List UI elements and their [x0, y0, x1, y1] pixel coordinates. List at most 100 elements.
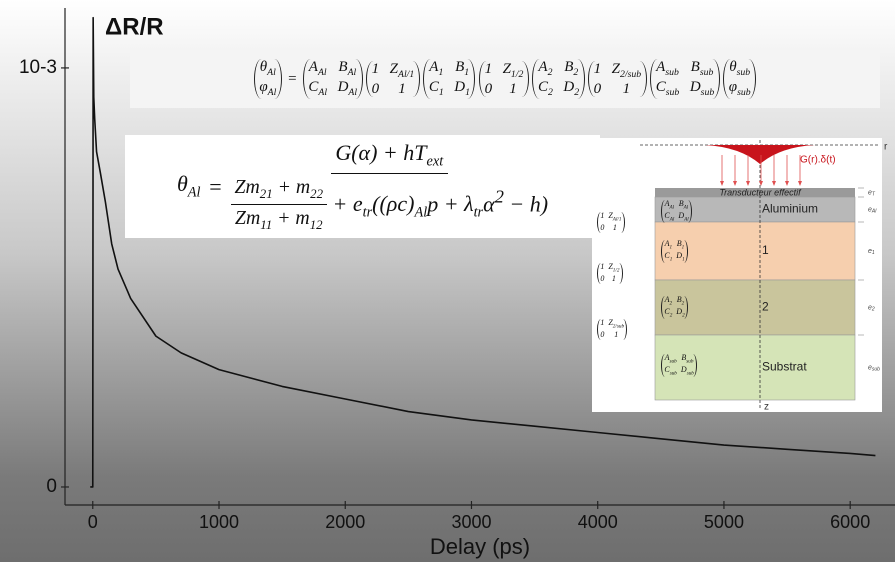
- matrix: A1 B1 C1 D1: [660, 239, 689, 264]
- r-axis-label: r: [884, 142, 888, 153]
- thickness-base: e: [868, 189, 872, 196]
- transducer-label: Transducteur effectif: [719, 187, 802, 197]
- math-cell: A1: [429, 59, 444, 79]
- layer: [654, 221, 856, 281]
- math-cell: 1: [371, 60, 380, 77]
- math-cell: C1: [429, 79, 444, 99]
- math-cell: AAl: [664, 199, 675, 211]
- math-base: A: [656, 58, 666, 75]
- matrix: A2 B2 C2 D2: [660, 295, 689, 320]
- math-cell: θAl: [259, 59, 276, 79]
- z-axis-label: z: [764, 402, 769, 413]
- math-base: D: [676, 250, 683, 260]
- heat-arrow-head: [772, 181, 776, 186]
- heat-arrow-head: [759, 181, 763, 186]
- fraction: G(α) + hText Zm21 + m22 Zm11 + m12 + etr((…: [230, 140, 549, 233]
- math-subscript: 2: [681, 300, 685, 307]
- math-cell: DAl: [678, 211, 688, 223]
- math-cell: C2: [538, 79, 553, 99]
- math-base: C: [664, 306, 670, 316]
- math-cell: Asub: [656, 59, 680, 79]
- matrix: 1 Z1/2 0 1: [596, 262, 623, 284]
- math-base: T: [414, 140, 427, 166]
- math-subscript: Al: [317, 66, 327, 78]
- math-subscript: 2: [547, 66, 553, 78]
- math-cell: (: [372, 191, 380, 217]
- math-base: C: [664, 250, 670, 260]
- inner-fraction: Zm21 + m22 Zm11 + m12: [230, 175, 327, 233]
- math-cell: A2: [538, 59, 553, 79]
- thickness-base: e: [868, 248, 872, 255]
- math-subscript: Al: [683, 204, 689, 211]
- matrix: AAl BAl CAl DAl: [660, 199, 693, 224]
- math-cell: Z1/2: [608, 262, 619, 274]
- inner-numerator: Zm21 + m22: [230, 175, 327, 205]
- math-cell: 1: [600, 262, 605, 271]
- math-base: A: [538, 58, 548, 75]
- math-base: θ: [729, 58, 737, 75]
- math-base: e: [352, 191, 363, 217]
- math-base: Z: [608, 262, 613, 271]
- heat-arrow-head: [798, 181, 802, 186]
- math-base: B: [676, 239, 682, 248]
- math-cell: +: [326, 191, 353, 217]
- heat-equation: θAl = G(α) + hText Zm21 + m22 Zm11 + m12 + e…: [125, 135, 600, 238]
- math-base: A: [664, 353, 670, 362]
- math-cell: BAl: [678, 199, 689, 211]
- x-tick-label: 4000: [578, 512, 618, 532]
- data-line: [90, 16, 876, 488]
- matrix: Asub Bsub Csub Dsub: [650, 58, 720, 100]
- math-base: B: [338, 58, 348, 75]
- math-cell: D2: [563, 79, 579, 99]
- thickness-base: e: [868, 304, 872, 311]
- math-cell: λtr: [464, 191, 483, 220]
- thickness-label: e1: [868, 248, 875, 256]
- math-subscript: 1: [438, 66, 444, 78]
- math-base: C: [655, 79, 666, 96]
- thickness-subscript: Al: [871, 209, 877, 215]
- math-subscript: 22: [310, 186, 324, 201]
- math-base: D: [454, 79, 466, 96]
- matrix: 1 ZAl/1 0 1: [596, 211, 625, 233]
- math-cell: − h): [503, 191, 549, 217]
- math-cell: Dsub: [690, 79, 714, 99]
- thickness-base: e: [868, 364, 872, 371]
- math-cell: φAl: [259, 79, 276, 99]
- math-subscript: 2/sub: [620, 68, 642, 80]
- math-base: A: [664, 295, 670, 304]
- numerator: G(α) + hText: [330, 140, 448, 174]
- math-cell: C2: [664, 306, 672, 319]
- matrix: AAl BAl CAl DAl: [302, 58, 363, 100]
- denominator: Zm21 + m22 Zm11 + m12 + etr((ρc)Alp + λtr…: [230, 174, 549, 233]
- math-cell: p +: [427, 191, 465, 217]
- thickness-subscript: 1: [872, 250, 875, 256]
- math-cell: B2: [676, 295, 685, 307]
- math-subscript: sub: [699, 66, 714, 78]
- math-cell: Z2/sub: [608, 318, 624, 330]
- math-subscript: sub: [737, 87, 751, 99]
- gaussian-source: [705, 145, 815, 164]
- math-cell: 1: [600, 318, 605, 327]
- math-subscript: Al/1: [398, 68, 415, 80]
- math-base: m: [245, 175, 260, 198]
- math-cell: Csub: [656, 79, 680, 99]
- source-label: G(r).δ(t): [800, 155, 836, 166]
- math-base: λ: [464, 191, 474, 217]
- x-tick-label: 2000: [325, 512, 365, 532]
- layer-matrix: Asub Bsub Csub Dsub: [660, 353, 698, 378]
- math-subscript: Al: [669, 204, 675, 211]
- math-subscript: 21: [259, 186, 273, 201]
- layer-matrix: A2 B2 C2 D2: [660, 295, 689, 320]
- math-cell: 0: [371, 80, 380, 97]
- math-base: Z: [611, 60, 621, 77]
- x-tick-label: 0: [88, 512, 98, 532]
- math-subscript: 1: [669, 256, 673, 263]
- inner-denominator: Zm11 + m12: [235, 205, 323, 233]
- math-cell: etr: [352, 191, 372, 220]
- math-cell: θsub: [729, 59, 751, 79]
- x-tick-label: 6000: [830, 512, 870, 532]
- interface-matrix: 1 Z2/sub 0 1: [596, 318, 628, 340]
- math-cell: m12: [295, 207, 322, 232]
- math-base: m: [245, 206, 261, 229]
- layer: [654, 334, 856, 401]
